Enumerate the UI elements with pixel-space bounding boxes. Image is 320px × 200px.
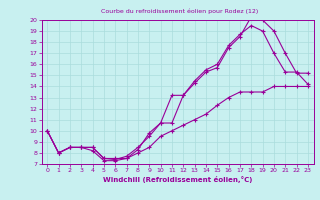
- X-axis label: Windchill (Refroidissement éolien,°C): Windchill (Refroidissement éolien,°C): [103, 176, 252, 183]
- Text: Courbe du refroidissement éolien pour Rodez (12): Courbe du refroidissement éolien pour Ro…: [100, 8, 258, 14]
